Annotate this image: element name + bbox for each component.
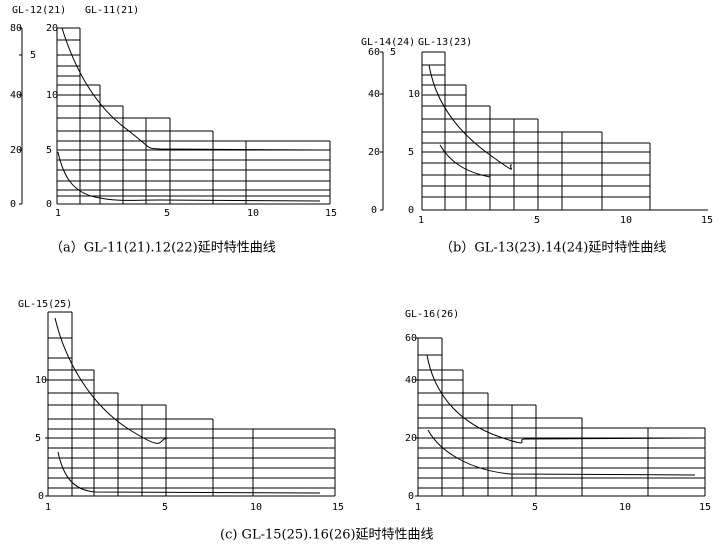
x-label: 1	[55, 208, 61, 219]
axis-label: 0	[371, 205, 377, 216]
axis-label: 0	[38, 491, 44, 502]
x-label: 1	[45, 502, 51, 513]
axis-label: 0	[46, 199, 52, 210]
x-label: 5	[534, 215, 540, 226]
x-label: 15	[699, 502, 711, 513]
axis-label: 0	[10, 199, 16, 210]
curve	[57, 451, 321, 494]
series-label: GL-16(26)	[405, 309, 459, 320]
axis-label: 10	[408, 89, 420, 100]
axis-label: 5	[30, 50, 36, 61]
axis-label: 20	[368, 147, 380, 158]
axis-label: 10	[46, 90, 58, 101]
axis-label: 5	[408, 147, 414, 158]
axis-label: 5	[46, 145, 52, 156]
axis-label: 20	[10, 145, 22, 156]
caption: （b）GL-13(23).14(24)延时特性曲线	[440, 241, 666, 256]
axis-label: 40	[368, 89, 380, 100]
caption: （a）GL-11(21).12(22)延时特性曲线	[50, 241, 276, 256]
x-label: 10	[619, 502, 631, 513]
series-label: GL-11(21)	[85, 5, 139, 16]
series-label: GL-15(25)	[18, 299, 72, 310]
x-label: 10	[247, 208, 259, 219]
axis-label: 40	[10, 90, 22, 101]
curve	[61, 27, 321, 151]
x-label: 15	[332, 502, 344, 513]
x-label: 5	[164, 208, 170, 219]
x-label: 10	[620, 215, 632, 226]
series-label: GL-12(21)	[12, 5, 66, 16]
axis-label: 80	[10, 23, 22, 34]
axis-label: 40	[405, 375, 417, 386]
axis-label: 20	[405, 433, 417, 444]
x-label: 5	[162, 502, 168, 513]
x-label: 15	[325, 208, 337, 219]
x-label: 15	[701, 215, 713, 226]
x-label: 10	[250, 502, 262, 513]
curve	[427, 429, 696, 476]
series-label: GL-13(23)	[418, 37, 472, 48]
axis-label: 5	[35, 433, 41, 444]
axis-label: 60	[405, 333, 417, 344]
axis-label: 20	[46, 23, 58, 34]
axis-label: 5	[390, 47, 396, 58]
curve	[439, 144, 491, 178]
axis-label: 60	[368, 47, 380, 58]
curve	[54, 317, 325, 444]
axis-label: 10	[35, 375, 47, 386]
curve	[426, 354, 696, 444]
x-label: 1	[415, 502, 421, 513]
axis-label: 0	[408, 491, 414, 502]
series-label: GL-14(24)	[361, 37, 415, 48]
x-label: 1	[418, 215, 424, 226]
caption: (c) GL-15(25).16(26)延时特性曲线	[220, 528, 434, 543]
curve	[428, 64, 513, 170]
curve	[57, 151, 321, 202]
axis-label: 0	[408, 205, 414, 216]
x-label: 5	[532, 502, 538, 513]
